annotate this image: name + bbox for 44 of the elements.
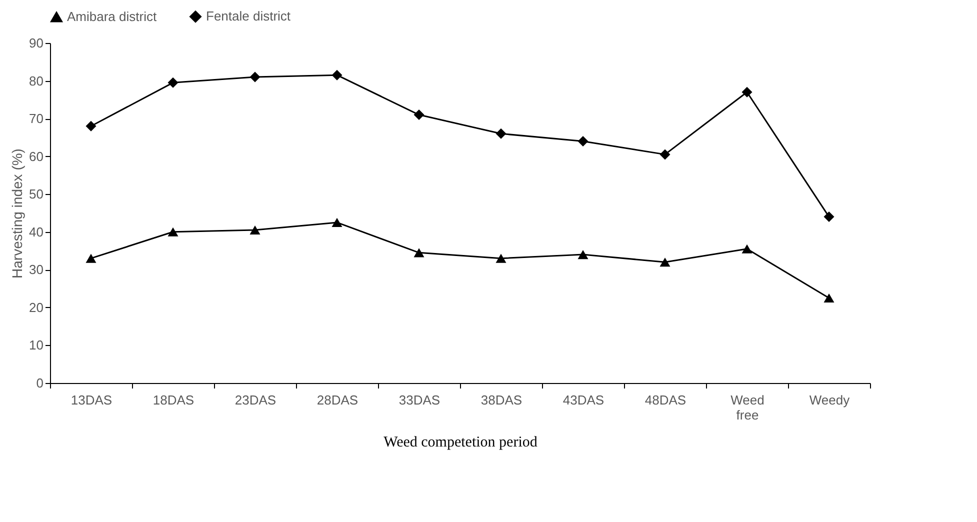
y-tick-label: 10 bbox=[29, 338, 44, 353]
point bbox=[414, 248, 424, 258]
x-tick-label: 33DAS bbox=[398, 392, 440, 408]
point bbox=[660, 149, 670, 160]
x-tick-label: Weedy bbox=[809, 392, 850, 408]
y-tick-label: 40 bbox=[29, 224, 44, 240]
point bbox=[578, 136, 588, 146]
x-tick-label: Weed free bbox=[730, 392, 764, 422]
x-axis-title: Weed competetion period bbox=[384, 434, 538, 450]
point bbox=[496, 254, 506, 263]
x-tick-label: 48DAS bbox=[644, 392, 686, 408]
y-tick-label: 60 bbox=[29, 148, 44, 164]
legend-label: Amibara district bbox=[67, 8, 157, 24]
point bbox=[332, 218, 342, 227]
point bbox=[742, 244, 752, 254]
point bbox=[660, 258, 670, 267]
x-tick-label: 28DAS bbox=[316, 392, 358, 408]
x-tick-label: 43DAS bbox=[562, 392, 604, 408]
x-tick-label: 23DAS bbox=[234, 392, 276, 408]
point bbox=[578, 250, 588, 260]
point bbox=[742, 86, 752, 98]
point bbox=[414, 110, 424, 120]
y-tick-label: 50 bbox=[29, 186, 44, 202]
x-tick-label: 18DAS bbox=[152, 392, 194, 408]
y-tick-label: 90 bbox=[29, 36, 44, 50]
point bbox=[250, 225, 260, 235]
y-tick-label: 80 bbox=[29, 73, 44, 88]
x-tick-label: 38DAS bbox=[480, 392, 522, 408]
y-tick-label: 30 bbox=[29, 262, 44, 278]
point bbox=[824, 293, 834, 303]
point bbox=[168, 227, 178, 236]
y-tick-label: 70 bbox=[29, 111, 44, 126]
point bbox=[86, 120, 96, 132]
point bbox=[824, 212, 834, 222]
point bbox=[250, 72, 260, 82]
point bbox=[168, 77, 178, 88]
x-tick-label: 13DAS bbox=[70, 392, 112, 408]
legend-label: Fentale district bbox=[206, 8, 291, 24]
point bbox=[496, 128, 506, 139]
y-axis-title: Harvesting index (%) bbox=[9, 148, 26, 278]
point bbox=[332, 70, 342, 80]
point bbox=[86, 254, 96, 263]
y-tick-label: 0 bbox=[36, 376, 44, 390]
y-tick-label: 20 bbox=[29, 300, 44, 315]
